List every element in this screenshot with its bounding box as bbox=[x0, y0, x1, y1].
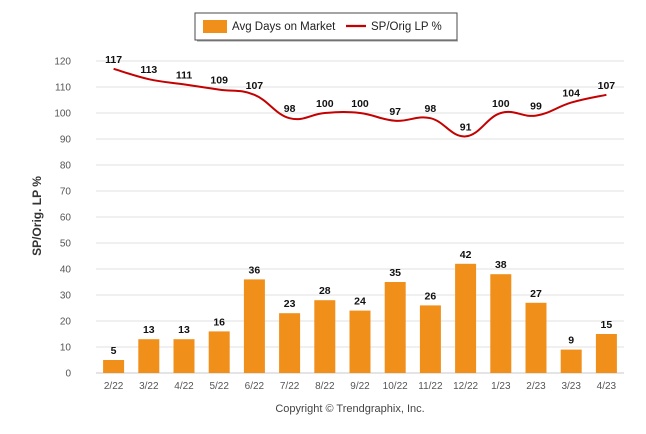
bar-value-label: 38 bbox=[495, 259, 507, 271]
bar-data-labels: 5 13 13 16 36 23 28 24 35 26 42 38 27 9 15 bbox=[111, 249, 613, 357]
line-value-label: 113 bbox=[140, 64, 157, 76]
legend-label-bar: Avg Days on Market bbox=[232, 21, 336, 33]
x-tick-label: 3/23 bbox=[561, 381, 581, 392]
y-axis-ticks: 0 10 20 30 40 50 60 70 80 90 100 110 120 bbox=[54, 57, 71, 380]
bar-value-label: 16 bbox=[213, 316, 225, 328]
y-tick-label: 10 bbox=[60, 343, 72, 354]
y-tick-label: 90 bbox=[60, 135, 72, 146]
x-tick-label: 12/22 bbox=[453, 381, 478, 392]
bar[interactable] bbox=[455, 263, 477, 373]
bar[interactable] bbox=[349, 310, 371, 373]
y-tick-label: 120 bbox=[54, 57, 71, 68]
x-axis-ticks: 2/22 3/22 4/22 5/22 6/22 7/22 8/22 9/22 10/22 11/… bbox=[104, 381, 617, 392]
bar[interactable] bbox=[525, 302, 547, 373]
x-tick-label: 4/22 bbox=[174, 381, 194, 392]
line-value-label: 107 bbox=[598, 80, 616, 92]
bar-value-label: 26 bbox=[425, 290, 437, 302]
bar-value-label: 13 bbox=[143, 324, 155, 336]
x-tick-label: 1/23 bbox=[491, 381, 511, 392]
x-tick-label: 9/22 bbox=[350, 381, 370, 392]
y-tick-label: 40 bbox=[60, 265, 72, 276]
bar-value-label: 23 bbox=[284, 298, 296, 310]
line-value-label: 100 bbox=[316, 98, 334, 110]
y-axis-title: SP/Orig. LP % bbox=[30, 176, 44, 256]
line-value-label: 117 bbox=[105, 54, 122, 66]
bar-value-label: 27 bbox=[530, 288, 542, 300]
line-value-label: 100 bbox=[492, 98, 510, 110]
y-tick-label: 110 bbox=[55, 83, 71, 94]
bar-value-label: 28 bbox=[319, 285, 331, 297]
y-tick-label: 60 bbox=[60, 213, 72, 224]
bar-value-label: 15 bbox=[601, 319, 613, 331]
bar[interactable] bbox=[314, 300, 336, 373]
x-tick-label: 5/22 bbox=[209, 381, 229, 392]
y-tick-label: 20 bbox=[60, 317, 72, 328]
line-value-label: 98 bbox=[284, 103, 296, 115]
x-tick-label: 10/22 bbox=[383, 381, 408, 392]
x-tick-label: 6/22 bbox=[245, 381, 265, 392]
bar[interactable] bbox=[419, 305, 441, 373]
legend-box bbox=[194, 12, 458, 41]
bar-value-label: 42 bbox=[460, 249, 472, 261]
y-tick-label: 30 bbox=[60, 291, 72, 302]
line-value-label: 104 bbox=[562, 88, 580, 100]
y-tick-label: 70 bbox=[60, 187, 72, 198]
y-tick-label: 100 bbox=[54, 109, 71, 120]
y-tick-label: 50 bbox=[60, 239, 72, 250]
bar-value-label: 36 bbox=[249, 264, 261, 276]
legend[interactable]: Avg Days on Market SP/Orig LP % bbox=[194, 12, 458, 42]
bar-value-label: 9 bbox=[568, 335, 574, 347]
line-value-label: 100 bbox=[351, 98, 369, 110]
y-tick-label: 0 bbox=[65, 369, 71, 380]
bar-value-label: 13 bbox=[178, 324, 190, 336]
bar[interactable] bbox=[560, 349, 582, 373]
legend-swatch-bar bbox=[203, 20, 227, 33]
bar[interactable] bbox=[208, 331, 230, 373]
line-value-label: 107 bbox=[246, 80, 264, 92]
x-tick-label: 11/22 bbox=[418, 381, 443, 392]
x-tick-label: 7/22 bbox=[280, 381, 300, 392]
bar[interactable] bbox=[103, 360, 125, 373]
bar[interactable] bbox=[243, 279, 265, 373]
bar-value-label: 24 bbox=[354, 296, 366, 308]
x-tick-label: 2/23 bbox=[526, 381, 546, 392]
line-value-label: 97 bbox=[389, 106, 401, 118]
bar-value-label: 35 bbox=[389, 267, 401, 279]
line-value-label: 109 bbox=[210, 75, 228, 87]
line-value-label: 91 bbox=[460, 121, 472, 133]
line-value-label: 99 bbox=[530, 101, 542, 113]
bar[interactable] bbox=[595, 334, 617, 373]
bar[interactable] bbox=[490, 274, 512, 373]
bar-value-label: 5 bbox=[111, 345, 117, 357]
y-tick-label: 80 bbox=[60, 161, 72, 172]
x-tick-label: 3/22 bbox=[139, 381, 159, 392]
line-value-label: 111 bbox=[176, 69, 193, 81]
line-data-labels: 117 113 111 109 107 98 100 100 97 98 91 100 99 104 107 bbox=[105, 54, 615, 134]
copyright-text: Copyright © Trendgraphix, Inc. bbox=[275, 403, 424, 415]
line-series bbox=[113, 67, 607, 138]
x-tick-label: 8/22 bbox=[315, 381, 335, 392]
line-value-label: 98 bbox=[425, 103, 437, 115]
x-tick-label: 4/23 bbox=[597, 381, 617, 392]
bar-series bbox=[103, 263, 617, 373]
bar[interactable] bbox=[384, 282, 406, 373]
bar[interactable] bbox=[173, 339, 195, 373]
legend-label-line: SP/Orig LP % bbox=[371, 21, 442, 33]
x-tick-label: 2/22 bbox=[104, 381, 124, 392]
bar[interactable] bbox=[138, 339, 160, 373]
bar[interactable] bbox=[279, 313, 301, 373]
